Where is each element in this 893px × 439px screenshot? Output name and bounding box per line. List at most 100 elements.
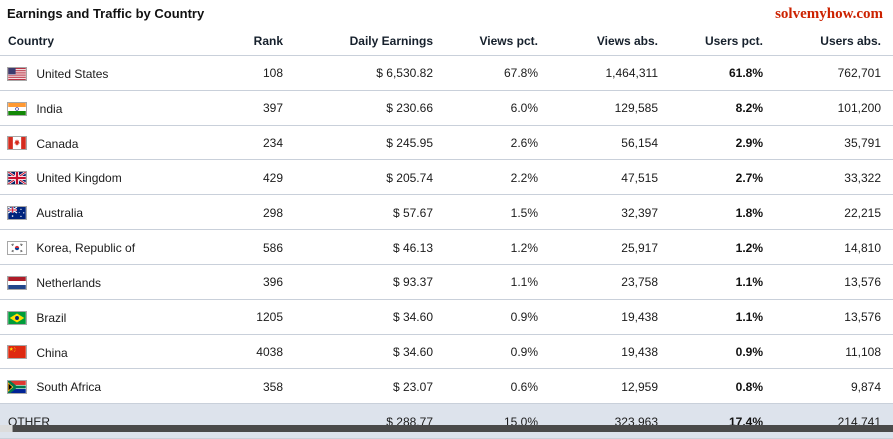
country-name: India bbox=[36, 101, 63, 116]
rank-cell: 586 bbox=[240, 229, 295, 265]
country-name: Netherlands bbox=[36, 275, 102, 290]
site-watermark: solvemyhow.com bbox=[775, 6, 883, 22]
country-name: Brazil bbox=[36, 310, 67, 325]
rank-cell: 108 bbox=[240, 55, 295, 91]
users-abs-cell: 22,215 bbox=[775, 194, 893, 231]
daily-earnings-cell: $ 288.77 bbox=[295, 403, 445, 439]
daily-earnings-cell: $ 230.66 bbox=[295, 90, 445, 126]
users-abs-cell: 762,701 bbox=[775, 55, 893, 91]
users-abs-cell: 214,741 bbox=[775, 403, 893, 439]
users-pct-cell: 1.8% bbox=[670, 194, 775, 231]
views-pct-cell: 6.0% bbox=[445, 90, 550, 126]
users-pct-cell: 0.9% bbox=[670, 334, 775, 370]
users-abs-cell: 13,576 bbox=[775, 299, 893, 335]
col-header-users-pct: Users pct. bbox=[670, 28, 775, 56]
table-row: Netherlands 396 $ 93.37 1.1% 23,758 1.1%… bbox=[0, 264, 893, 300]
south-africa-flag-icon bbox=[8, 381, 26, 394]
views-pct-cell: 1.2% bbox=[445, 229, 550, 265]
views-pct-cell: 2.2% bbox=[445, 159, 550, 196]
rank-cell: 397 bbox=[240, 90, 295, 126]
views-pct-cell: 0.6% bbox=[445, 368, 550, 405]
rank-cell: 298 bbox=[240, 194, 295, 231]
india-flag-icon bbox=[8, 102, 26, 115]
daily-earnings-cell: $ 57.67 bbox=[295, 194, 445, 231]
users-abs-cell: 101,200 bbox=[775, 90, 893, 126]
table-row: Brazil 1205 $ 34.60 0.9% 19,438 1.1% 13,… bbox=[0, 299, 893, 335]
col-header-views-abs: Views abs. bbox=[550, 28, 670, 56]
country-name: United States bbox=[36, 66, 109, 81]
korea-flag-icon bbox=[8, 241, 26, 254]
rank-cell: 4038 bbox=[240, 334, 295, 370]
daily-earnings-cell: $ 34.60 bbox=[295, 334, 445, 370]
views-abs-cell: 32,397 bbox=[550, 194, 670, 231]
col-header-daily-earnings: Daily Earnings bbox=[295, 28, 445, 56]
users-pct-cell: 1.1% bbox=[670, 299, 775, 335]
page-title: Earnings and Traffic by Country bbox=[7, 6, 205, 21]
users-pct-cell: 1.1% bbox=[670, 264, 775, 300]
views-abs-cell: 323,963 bbox=[550, 403, 670, 439]
users-abs-cell: 9,874 bbox=[775, 368, 893, 405]
table-row: Canada 234 $ 245.95 2.6% 56,154 2.9% 35,… bbox=[0, 125, 893, 161]
views-abs-cell: 129,585 bbox=[550, 90, 670, 126]
country-name: Canada bbox=[36, 136, 79, 151]
table-row-other: OTHER $ 288.77 15.0% 323,963 17.4% 214,7… bbox=[0, 403, 893, 439]
views-abs-cell: 19,438 bbox=[550, 334, 670, 370]
views-abs-cell: 56,154 bbox=[550, 125, 670, 161]
window-bottom-edge bbox=[0, 425, 893, 432]
col-header-users-abs: Users abs. bbox=[775, 28, 893, 56]
users-pct-cell: 1.2% bbox=[670, 229, 775, 265]
views-pct-cell: 1.5% bbox=[445, 194, 550, 231]
users-pct-cell: 61.8% bbox=[670, 55, 775, 91]
table-row: South Africa 358 $ 23.07 0.6% 12,959 0.8… bbox=[0, 368, 893, 405]
country-name: South Africa bbox=[36, 380, 102, 395]
window-bottom-corner bbox=[0, 425, 13, 432]
users-abs-cell: 33,322 bbox=[775, 159, 893, 196]
users-abs-cell: 14,810 bbox=[775, 229, 893, 265]
uk-flag-icon bbox=[8, 172, 26, 185]
users-pct-cell: 8.2% bbox=[670, 90, 775, 126]
stats-table: Country Rank Daily Earnings Views pct. V… bbox=[0, 28, 893, 439]
daily-earnings-cell: $ 46.13 bbox=[295, 229, 445, 265]
col-header-views-pct: Views pct. bbox=[445, 28, 550, 56]
country-name: Korea, Republic of bbox=[36, 240, 136, 255]
views-pct-cell: 1.1% bbox=[445, 264, 550, 300]
table-header-row: Country Rank Daily Earnings Views pct. V… bbox=[0, 28, 893, 56]
daily-earnings-cell: $ 245.95 bbox=[295, 125, 445, 161]
daily-earnings-cell: $ 23.07 bbox=[295, 368, 445, 405]
canada-flag-icon bbox=[8, 137, 26, 150]
users-pct-cell: 0.8% bbox=[670, 368, 775, 405]
rank-cell: 396 bbox=[240, 264, 295, 300]
table-row: China 4038 $ 34.60 0.9% 19,438 0.9% 11,1… bbox=[0, 334, 893, 370]
views-pct-cell: 15.0% bbox=[445, 403, 550, 439]
table-row: United States 108 $ 6,530.82 67.8% 1,464… bbox=[0, 55, 893, 91]
users-pct-cell: 2.7% bbox=[670, 159, 775, 196]
col-header-country: Country bbox=[0, 28, 240, 56]
country-name: China bbox=[36, 345, 68, 360]
country-name: United Kingdom bbox=[36, 171, 122, 186]
daily-earnings-cell: $ 93.37 bbox=[295, 264, 445, 300]
top-bar: Earnings and Traffic by Country solvemyh… bbox=[0, 0, 893, 28]
us-flag-icon bbox=[8, 67, 26, 80]
country-name: Australia bbox=[36, 206, 84, 221]
table-row: India 397 $ 230.66 6.0% 129,585 8.2% 101… bbox=[0, 90, 893, 126]
netherlands-flag-icon bbox=[8, 276, 26, 289]
china-flag-icon bbox=[8, 346, 26, 359]
rank-cell: 429 bbox=[240, 159, 295, 196]
brazil-flag-icon bbox=[8, 311, 26, 324]
col-header-rank: Rank bbox=[240, 28, 295, 56]
table-row: Australia 298 $ 57.67 1.5% 32,397 1.8% 2… bbox=[0, 194, 893, 231]
users-abs-cell: 11,108 bbox=[775, 334, 893, 370]
views-pct-cell: 0.9% bbox=[445, 299, 550, 335]
daily-earnings-cell: $ 6,530.82 bbox=[295, 55, 445, 91]
views-abs-cell: 25,917 bbox=[550, 229, 670, 265]
table-row: United Kingdom 429 $ 205.74 2.2% 47,515 … bbox=[0, 159, 893, 196]
table-row: Korea, Republic of 586 $ 46.13 1.2% 25,9… bbox=[0, 229, 893, 265]
views-abs-cell: 12,959 bbox=[550, 368, 670, 405]
users-pct-cell: 2.9% bbox=[670, 125, 775, 161]
views-abs-cell: 23,758 bbox=[550, 264, 670, 300]
views-abs-cell: 1,464,311 bbox=[550, 55, 670, 91]
views-pct-cell: 0.9% bbox=[445, 334, 550, 370]
users-pct-cell: 17.4% bbox=[670, 403, 775, 439]
views-pct-cell: 67.8% bbox=[445, 55, 550, 91]
views-pct-cell: 2.6% bbox=[445, 125, 550, 161]
